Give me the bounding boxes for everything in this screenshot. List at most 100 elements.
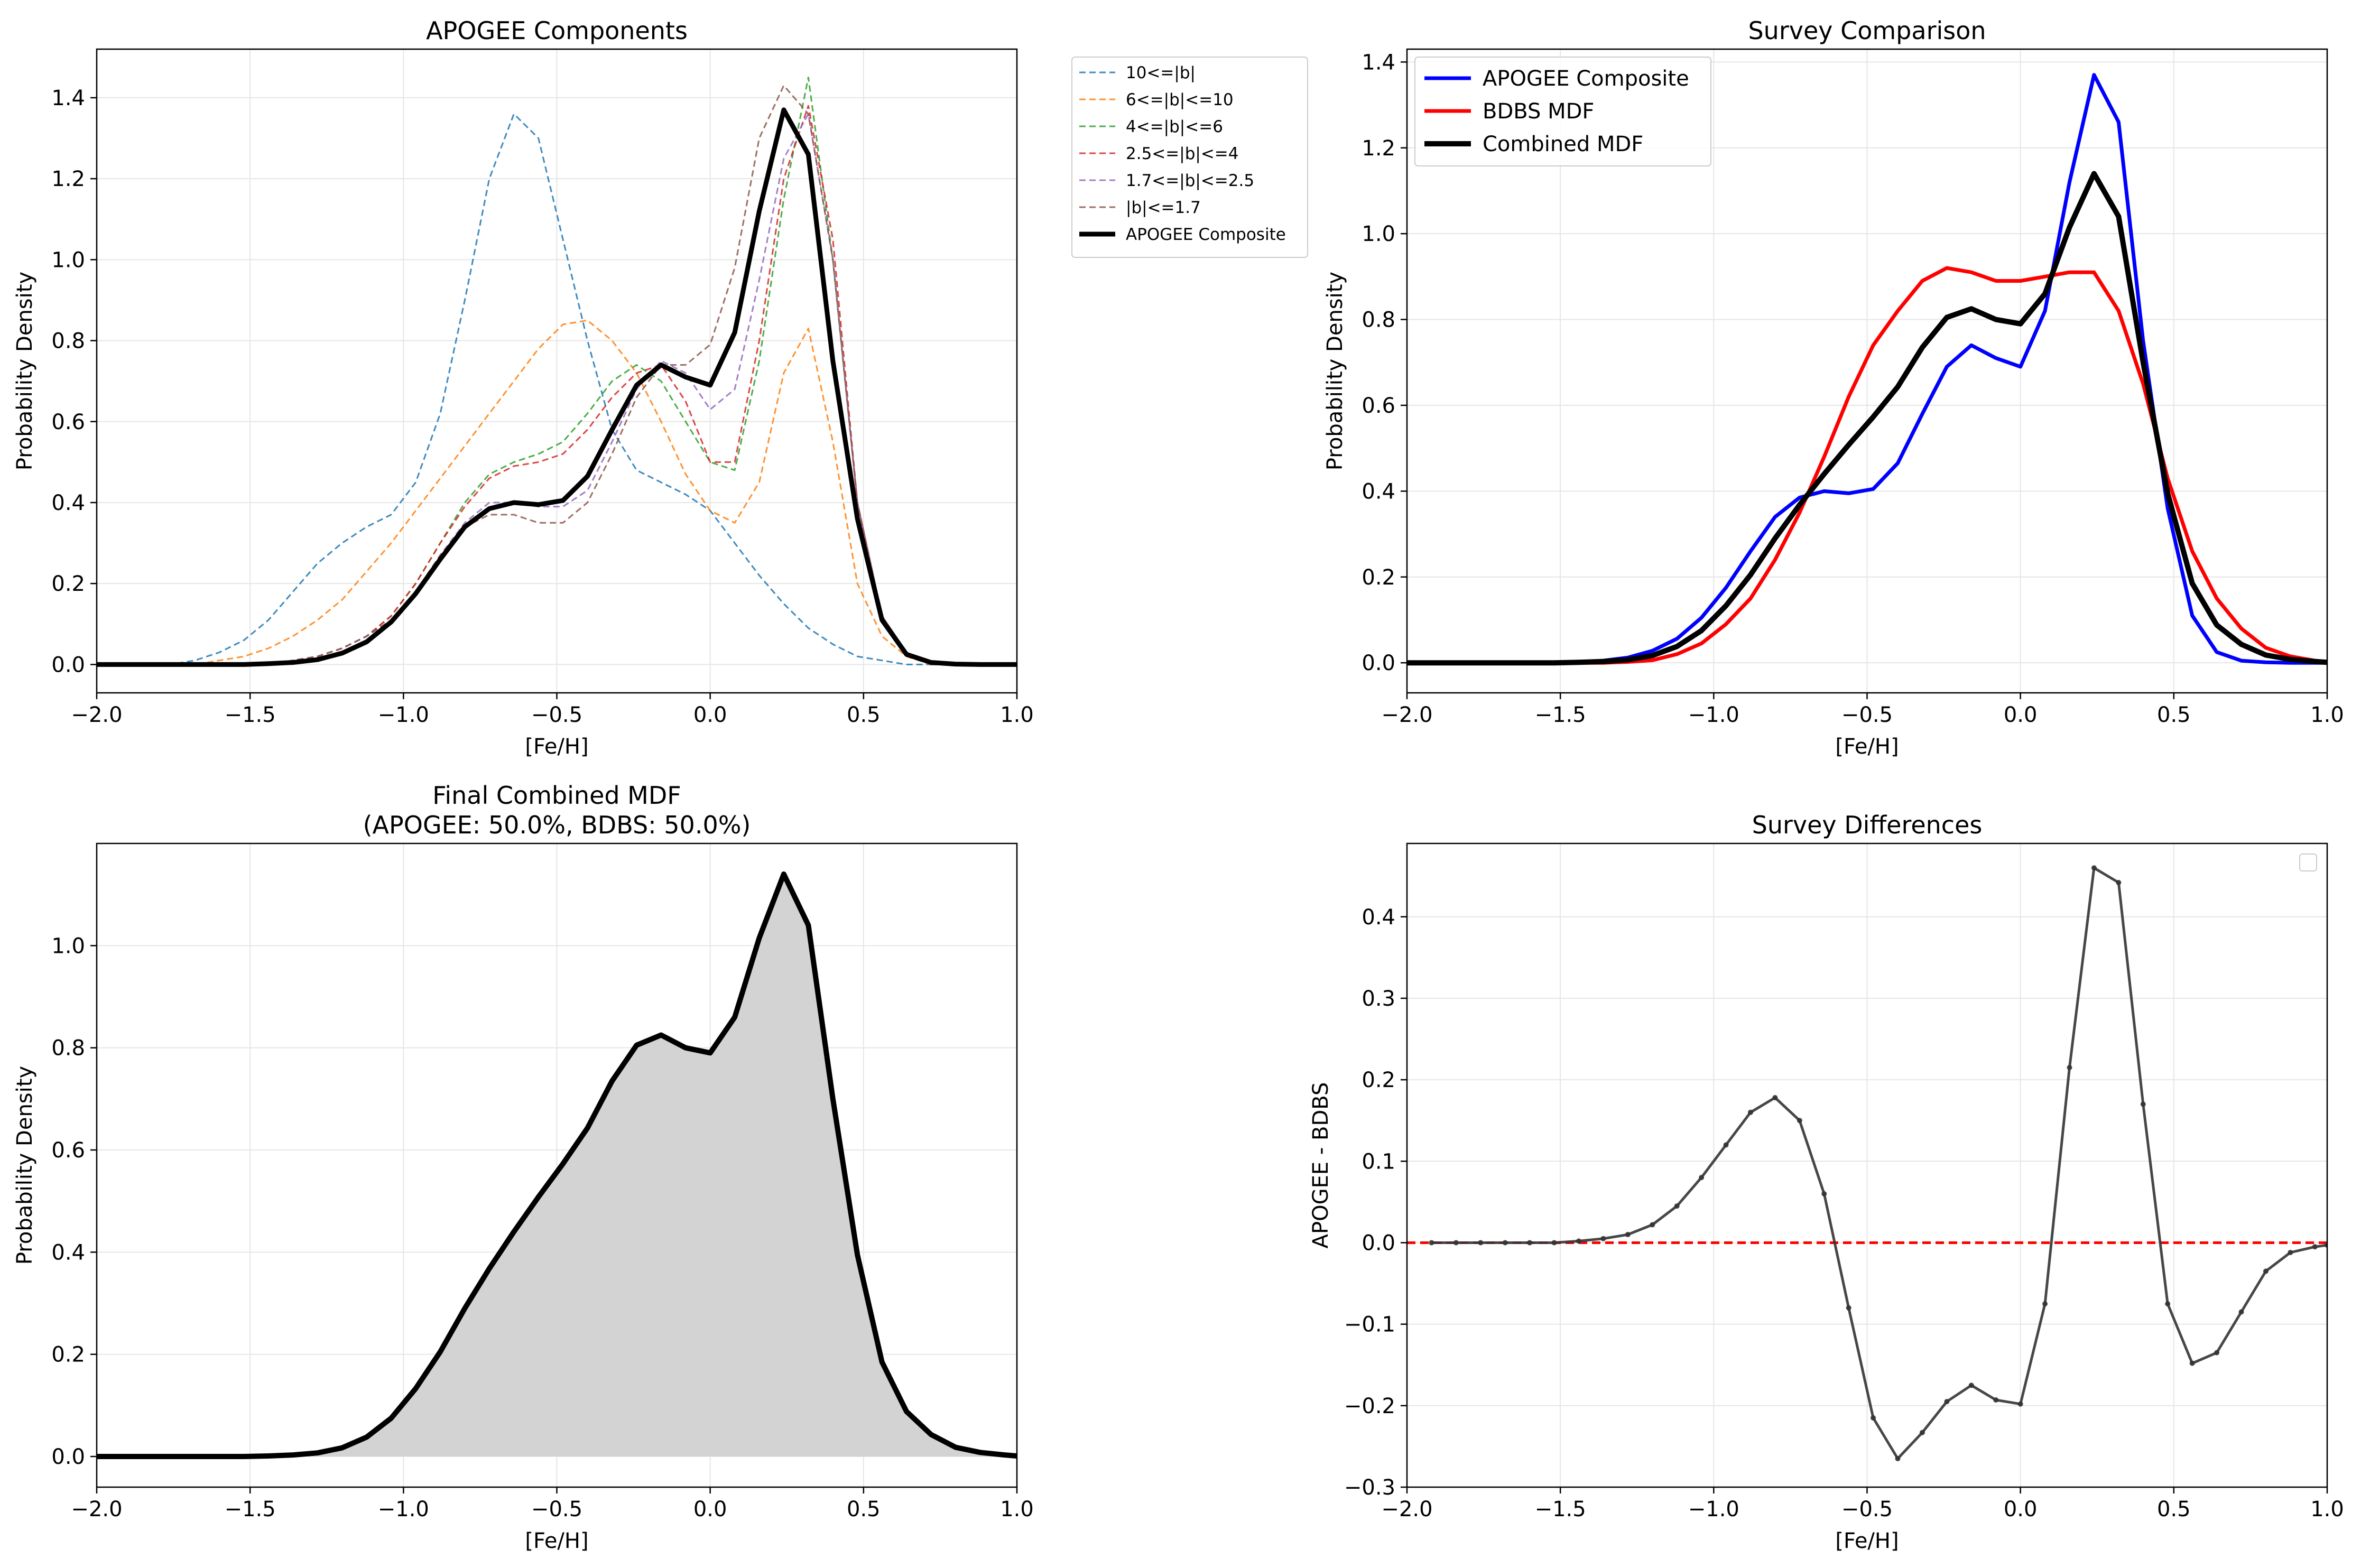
apogee-components-panel: −2.0 −1.5 −1.0 −0.5 0.0 0.5 1.0 0.0 0.2 0.4 0.6 0.8… (13, 16, 1308, 759)
x-tick-label: 0.5 (2157, 703, 2191, 727)
data-point (1871, 1415, 1876, 1421)
legend-label: BDBS MDF (1483, 99, 1594, 124)
data-point (1846, 1305, 1851, 1311)
data-point (1797, 1118, 1802, 1124)
x-tick-label: −0.5 (531, 703, 582, 727)
legend-label: Combined MDF (1483, 132, 1643, 156)
data-point (1699, 1175, 1705, 1181)
y-tick-label: 1.4 (51, 86, 85, 110)
y-tick-label: 0.8 (1362, 308, 1395, 332)
data-point (2165, 1301, 2171, 1307)
y-tick-label: −0.3 (1344, 1476, 1395, 1500)
x-tick-label: 0.0 (693, 1497, 727, 1521)
x-axis-label: [Fe/H] (1835, 1529, 1899, 1553)
data-point (2214, 1350, 2220, 1356)
chart-subtitle: (APOGEE: 50.0%, BDBS: 50.0%) (363, 811, 751, 839)
legend-label: 10<=|b| (1126, 63, 1196, 82)
legend-label: APOGEE Composite (1483, 67, 1689, 91)
area-fill (97, 874, 1017, 1456)
y-tick-label: 0.6 (51, 1138, 85, 1163)
y-tick-label: 1.2 (1362, 136, 1395, 161)
data-point (2238, 1309, 2244, 1315)
x-tick-label: 1.0 (1000, 703, 1034, 727)
series-line-6-b-10 (97, 319, 1017, 665)
plot-area (1407, 865, 2327, 1462)
legend (2299, 853, 2317, 871)
data-point (2017, 1401, 2023, 1407)
x-tick-label: 1.0 (1000, 1497, 1034, 1521)
y-tick-label: 0.0 (1362, 1231, 1395, 1255)
y-tick-label: 1.0 (51, 248, 85, 272)
data-point (2312, 1244, 2318, 1250)
legend: APOGEE Composite BDBS MDF Combined MDF (1414, 57, 1711, 166)
y-tick-label: 0.3 (1362, 987, 1395, 1011)
chart-title: Final Combined MDF (432, 781, 681, 810)
chart-title: Survey Comparison (1748, 16, 1986, 45)
data-point (1576, 1238, 1581, 1244)
data-point (1600, 1236, 1606, 1241)
x-tick-label: −1.5 (1535, 1497, 1586, 1521)
legend: 10<=|b| 6<=|b|<=10 4<=|b|<=6 2.5<=|b|<=4 1.7… (1071, 57, 1308, 258)
y-tick-label: 0.1 (1362, 1149, 1395, 1174)
final-combined-mdf-panel: −2.0 −1.5 −1.0 −0.5 0.0 0.5 1.0 0.0 0.2 0.4 0.6 0.8… (13, 781, 1034, 1553)
data-point (1429, 1240, 1434, 1246)
legend-label: 1.7<=|b|<=2.5 (1126, 171, 1254, 190)
chart-title: APOGEE Components (426, 16, 688, 45)
x-tick-label: −2.0 (71, 703, 122, 727)
data-point (1944, 1399, 1950, 1405)
data-point (2067, 1064, 2072, 1070)
data-point (2042, 1301, 2048, 1307)
data-point (1625, 1232, 1631, 1238)
axis-ticks: −2.0 −1.5 −1.0 −0.5 0.0 0.5 1.0 0.0 0.2 0.4 0.6 0.8… (1362, 50, 2344, 727)
data-point (1674, 1203, 1680, 1209)
y-tick-label: 1.0 (1362, 222, 1395, 246)
series-line-10-b- (97, 113, 1017, 665)
legend-box (1071, 57, 1308, 258)
y-tick-label: 0.2 (51, 1343, 85, 1367)
series-lines (97, 77, 1017, 667)
y-tick-label: 0.2 (1362, 565, 1395, 590)
y-axis-label: Probability Density (1323, 272, 1347, 470)
data-point (1502, 1240, 1508, 1246)
x-tick-label: −2.0 (1381, 1497, 1432, 1521)
x-tick-label: −1.5 (225, 1497, 276, 1521)
data-point (1723, 1142, 1729, 1148)
y-tick-label: −0.2 (1344, 1394, 1395, 1418)
x-axis-label: [Fe/H] (525, 735, 588, 759)
x-tick-label: 0.0 (2004, 703, 2038, 727)
y-axis-label: Probability Density (13, 272, 37, 470)
plot-area (97, 77, 1017, 667)
survey-comparison-panel: −2.0 −1.5 −1.0 −0.5 0.0 0.5 1.0 0.0 0.2 0.4 0.6 0.8… (1323, 16, 2344, 759)
x-tick-label: −0.5 (531, 1497, 582, 1521)
series-line-0 (1431, 866, 2327, 1460)
x-tick-label: −0.5 (1841, 1497, 1893, 1521)
data-point (1478, 1240, 1484, 1246)
x-tick-label: 0.5 (847, 1497, 881, 1521)
y-tick-label: 0.0 (1362, 651, 1395, 675)
y-tick-label: 0.8 (51, 329, 85, 354)
y-tick-label: 0.6 (1362, 394, 1395, 418)
data-point (1551, 1240, 1557, 1246)
y-tick-label: 0.2 (1362, 1068, 1395, 1092)
axis-ticks: −2.0 −1.5 −1.0 −0.5 0.0 0.5 1.0 0.0 0.2 0.4 0.6 0.8… (51, 934, 1033, 1521)
y-tick-label: 0.8 (51, 1036, 85, 1061)
y-tick-label: 1.4 (1362, 50, 1395, 75)
data-point (1919, 1430, 1925, 1435)
survey-differences-panel: −2.0 −1.5 −1.0 −0.5 0.0 0.5 1.0 −0.3 −0.2 −0.1 0.0… (1309, 811, 2344, 1553)
y-tick-label: 0.4 (51, 1240, 85, 1265)
y-tick-label: 1.0 (51, 934, 85, 958)
data-point (1527, 1240, 1533, 1246)
data-point (1993, 1397, 1999, 1403)
x-tick-label: −1.0 (378, 703, 429, 727)
y-tick-label: 0.2 (51, 572, 85, 596)
series-line-0 (97, 871, 1017, 1459)
y-tick-label: 0.0 (51, 653, 85, 677)
data-point (1968, 1383, 1974, 1388)
data-point (2288, 1249, 2293, 1255)
data-point (2263, 1268, 2269, 1274)
y-axis-label: Probability Density (13, 1066, 37, 1265)
data-point (1895, 1456, 1901, 1462)
x-tick-label: −1.0 (1688, 1497, 1739, 1521)
